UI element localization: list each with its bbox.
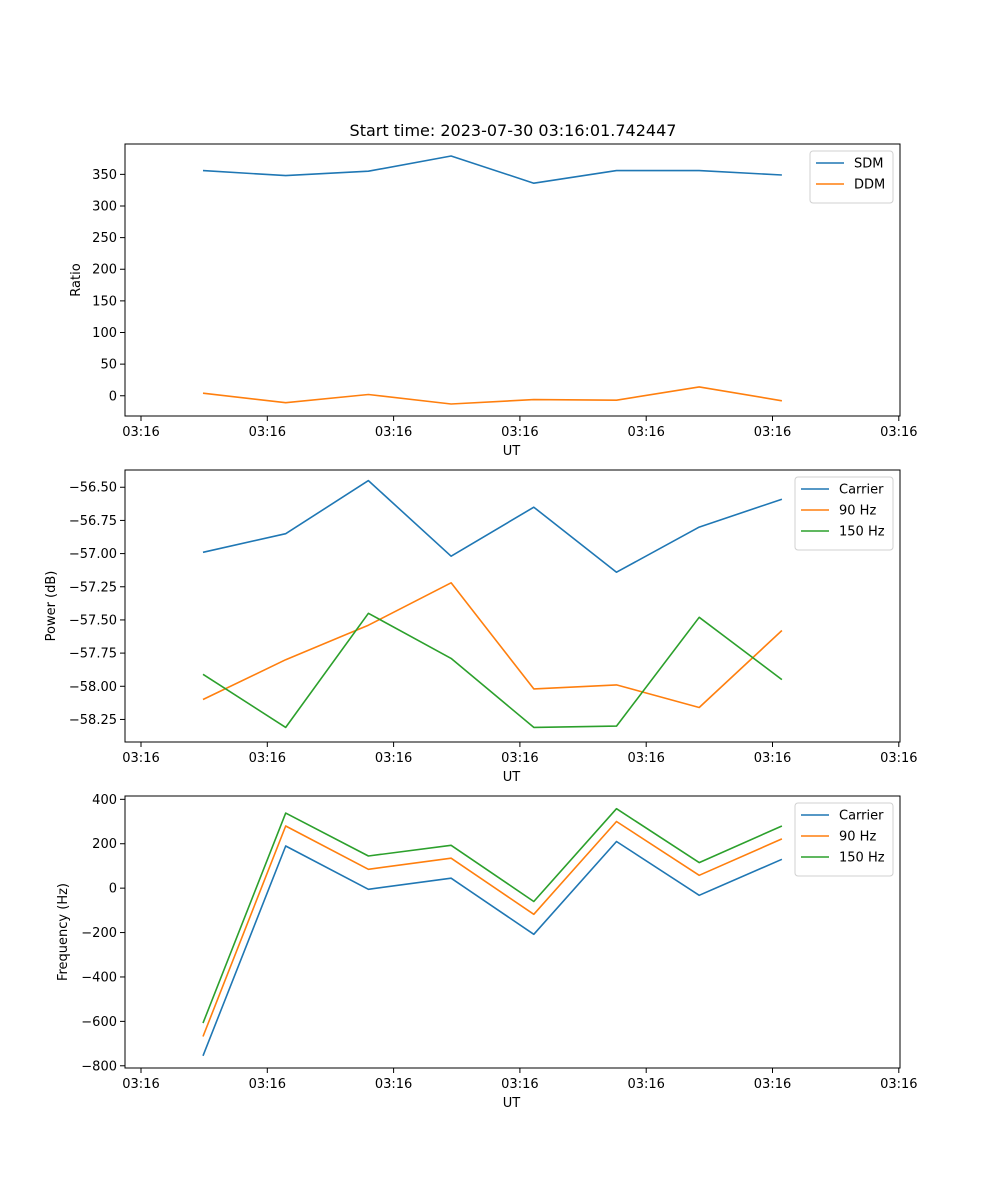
series-line-carrier xyxy=(202,840,783,1057)
y-tick-label: 200 xyxy=(92,263,117,278)
y-tick-label: 200 xyxy=(92,837,117,852)
x-tick-label: 03:16 xyxy=(375,1077,412,1092)
x-tick-label: 03:16 xyxy=(627,425,664,440)
series-line-150-hz xyxy=(202,612,783,729)
series-line-90-hz xyxy=(202,820,783,1037)
y-axis-label: Power (dB) xyxy=(44,571,59,642)
x-axis-label: UT xyxy=(503,1096,521,1111)
axes-frame xyxy=(124,469,901,743)
y-tick-label: −56.50 xyxy=(69,481,117,496)
legend: SDM DDM xyxy=(809,150,894,204)
x-axis-label: UT xyxy=(503,444,521,459)
axes-frame xyxy=(124,795,901,1069)
x-tick-label: 03:16 xyxy=(754,425,791,440)
subplot-1: 03:16 03:16 03:16 03:16 03:16 03:16 03:16 UT 0 50… xyxy=(69,143,918,459)
y-tick-label: 250 xyxy=(92,231,117,246)
subplot-3: 03:16 03:16 03:16 03:16 03:16 03:16 03:16 UT −80… xyxy=(56,793,918,1111)
x-tick-label: 03:16 xyxy=(501,1077,538,1092)
y-tick-label: −58.00 xyxy=(69,680,117,695)
x-tick-label: 03:16 xyxy=(754,751,791,766)
legend-entry: 90 Hz xyxy=(839,504,876,519)
subplots: 03:16 03:16 03:16 03:16 03:16 03:16 03:16 UT 0 50… xyxy=(44,143,918,1111)
y-tick-label: 50 xyxy=(100,358,117,373)
y-tick-label: 350 xyxy=(92,168,117,183)
legend: Carrier 90 Hz 150 Hz xyxy=(794,476,894,551)
legend-entry: 90 Hz xyxy=(839,830,876,845)
x-tick-label: 03:16 xyxy=(754,1077,791,1092)
x-tick-label: 03:16 xyxy=(880,425,917,440)
x-tick-label: 03:16 xyxy=(122,751,159,766)
x-tick-label: 03:16 xyxy=(249,1077,286,1092)
x-tick-label: 03:16 xyxy=(122,1077,159,1092)
y-tick-label: 400 xyxy=(92,793,117,808)
legend-entry: SDM xyxy=(854,157,883,172)
x-tick-label: 03:16 xyxy=(375,425,412,440)
x-tick-label: 03:16 xyxy=(501,751,538,766)
y-tick-label: −56.75 xyxy=(69,514,117,529)
legend: Carrier 90 Hz 150 Hz xyxy=(794,802,894,877)
y-tick-label: 150 xyxy=(92,294,117,309)
x-tick-label: 03:16 xyxy=(375,751,412,766)
y-tick-label: −200 xyxy=(81,926,117,941)
y-tick-label: −57.00 xyxy=(69,547,117,562)
x-tick-label: 03:16 xyxy=(627,751,664,766)
legend-entry: Carrier xyxy=(839,483,884,498)
x-tick-label: 03:16 xyxy=(880,751,917,766)
legend-entry: 150 Hz xyxy=(839,851,885,866)
y-tick-label: −57.75 xyxy=(69,647,117,662)
x-tick-label: 03:16 xyxy=(501,425,538,440)
legend-entry: 150 Hz xyxy=(839,525,885,540)
x-tick-label: 03:16 xyxy=(249,751,286,766)
legend-box xyxy=(809,150,894,204)
legend-entry: Carrier xyxy=(839,809,884,824)
series-line-sdm xyxy=(202,155,782,184)
x-axis-label: UT xyxy=(503,770,521,785)
series-line-90-hz xyxy=(202,581,783,709)
y-tick-label: −58.25 xyxy=(69,713,117,728)
subplot-2: 03:16 03:16 03:16 03:16 03:16 03:16 03:16 UT −58… xyxy=(44,469,918,785)
legend-entry: DDM xyxy=(854,178,885,193)
y-axis-label: Frequency (Hz) xyxy=(56,883,71,981)
chart-title: Start time: 2023-07-30 03:16:01.742447 xyxy=(350,121,677,140)
y-tick-label: −57.50 xyxy=(69,613,117,628)
y-tick-label: 0 xyxy=(109,389,117,404)
series-line-150-hz xyxy=(202,807,783,1024)
y-tick-label: 100 xyxy=(92,326,117,341)
y-tick-label: −57.25 xyxy=(69,580,117,595)
x-tick-label: 03:16 xyxy=(122,425,159,440)
x-tick-label: 03:16 xyxy=(249,425,286,440)
y-tick-label: −800 xyxy=(81,1059,117,1074)
axes-frame xyxy=(124,143,901,417)
x-tick-label: 03:16 xyxy=(627,1077,664,1092)
y-tick-label: −400 xyxy=(81,970,117,985)
y-tick-label: 0 xyxy=(109,882,117,897)
y-tick-label: 300 xyxy=(92,199,117,214)
y-axis-label: Ratio xyxy=(69,263,84,296)
y-tick-label: −600 xyxy=(81,1015,117,1030)
x-tick-label: 03:16 xyxy=(880,1077,917,1092)
series-line-carrier xyxy=(202,479,783,574)
series-line-ddm xyxy=(202,386,783,405)
